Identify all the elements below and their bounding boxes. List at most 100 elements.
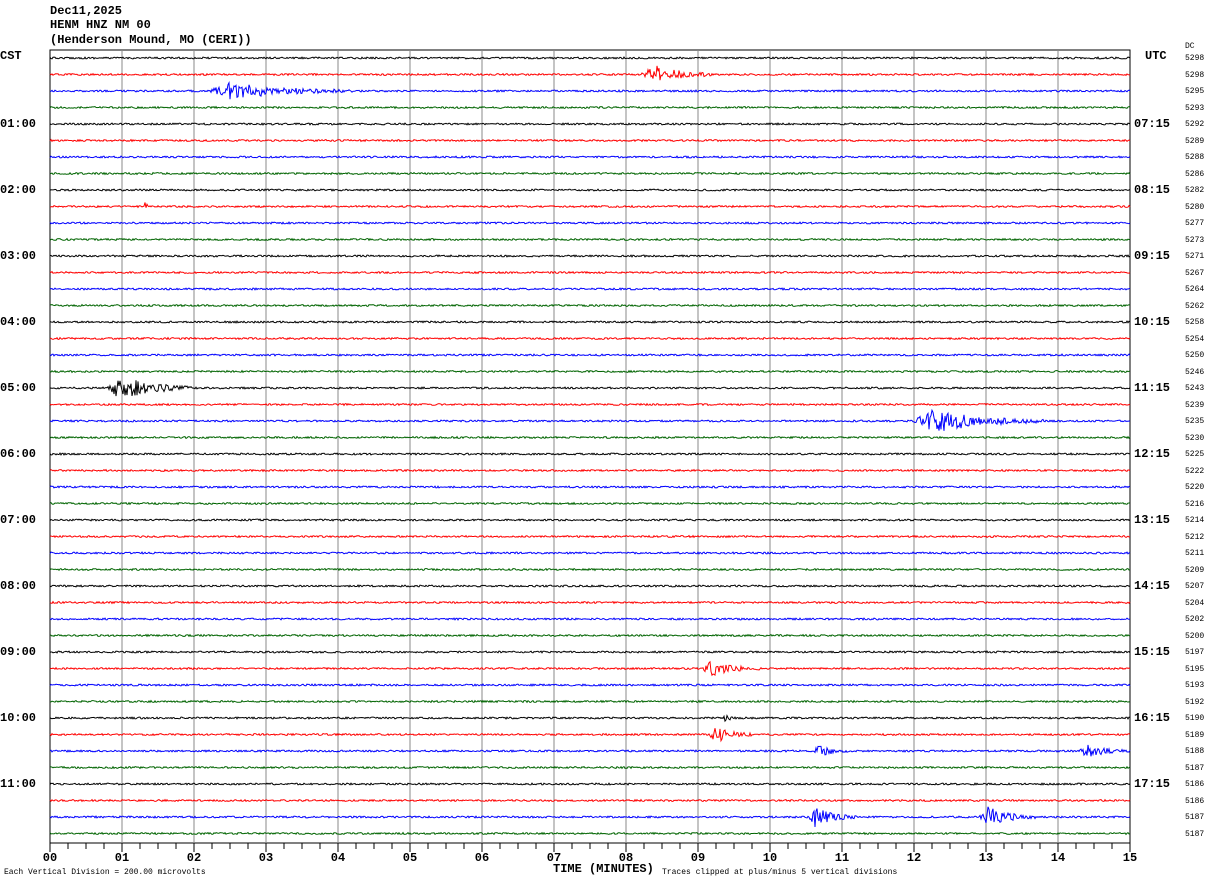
seismic-trace [49,798,1131,803]
dc-value: 5271 [1185,252,1205,261]
dc-value: 5258 [1185,318,1205,327]
seismic-trace [49,728,1131,743]
right-hour-label: 17:15 [1134,777,1171,791]
dc-value: 5277 [1185,219,1205,228]
right-timezone-label: UTC [1145,49,1167,63]
seismic-trace [49,518,1131,522]
dc-value: 5202 [1185,615,1205,624]
seismic-trace [49,56,1131,60]
seismic-trace [49,320,1131,324]
dc-value: 5239 [1185,400,1205,410]
dc-value: 5222 [1185,466,1205,476]
dc-value: 5193 [1185,681,1205,690]
seismic-trace [49,452,1131,456]
dc-value: 5189 [1185,730,1205,740]
dc-value: 5298 [1185,54,1205,63]
left-hour-label: 09:00 [0,645,37,659]
seismic-trace [49,501,1131,506]
right-hour-label: 08:15 [1134,183,1171,197]
seismic-trace [49,270,1131,275]
left-hour-label: 10:00 [0,711,37,725]
dc-value: 5186 [1185,796,1205,806]
x-tick-label: 12 [906,851,922,865]
dc-value: 5200 [1185,631,1205,641]
dc-value: 5204 [1185,598,1205,608]
x-tick-label: 03 [258,851,274,865]
seismic-trace [49,534,1130,539]
x-tick-label: 09 [690,851,706,865]
station-label: HENM HNZ NM 00 [50,18,151,32]
plot-frame [49,49,1131,844]
seismic-trace [49,122,1131,126]
dc-value: 5188 [1185,747,1205,756]
dc-value: 5235 [1185,417,1205,426]
seismic-trace [49,202,1131,209]
left-hour-label: 11:00 [0,777,37,791]
seismic-trace [49,435,1131,440]
seismic-trace [49,303,1131,308]
footer-scale: Each Vertical Division = 200.00 microvol… [4,868,206,877]
right-hour-label: 09:15 [1134,249,1171,263]
seismic-trace [49,567,1131,572]
dc-value: 5225 [1185,450,1205,459]
seismic-trace [49,65,1131,81]
dc-value: 5230 [1185,433,1205,443]
dc-value: 5273 [1185,235,1205,245]
seismic-trace [49,551,1131,555]
dc-value: 5298 [1185,70,1205,80]
dc-value: 5192 [1185,697,1205,707]
x-tick-label: 08 [618,851,634,865]
x-tick-label: 15 [1122,851,1138,865]
seismic-trace [49,633,1131,638]
location-label: (Henderson Mound, MO (CERI)) [50,33,252,47]
seismic-trace [49,660,1131,677]
seismic-trace [49,336,1131,341]
x-tick-label: 14 [1050,851,1066,865]
seismic-trace [49,369,1131,374]
footer-clip-note: Traces clipped at plus/minus 5 vertical … [662,868,898,877]
dc-value: 5187 [1185,763,1205,773]
dc-value: 5187 [1185,829,1205,839]
dc-value: 5216 [1185,499,1205,509]
seismic-trace [49,806,1131,828]
seismic-trace [49,714,1131,723]
dc-value: 5250 [1185,351,1205,360]
right-hour-label: 10:15 [1134,315,1171,329]
right-hour-label: 15:15 [1134,645,1171,659]
dc-value: 5243 [1185,384,1205,393]
dc-value: 5190 [1185,714,1205,723]
x-tick-label: 10 [762,851,778,865]
x-tick-label: 11 [834,851,850,865]
dc-value: 5295 [1185,87,1205,96]
left-hour-label: 03:00 [0,249,37,263]
dc-value: 5207 [1185,582,1205,591]
x-tick-label: 07 [546,851,562,865]
right-hour-label: 16:15 [1134,711,1171,725]
left-timezone-label: CST [0,49,22,63]
seismic-trace [49,408,1131,431]
seismic-trace [49,683,1131,687]
dc-value: 5195 [1185,664,1205,674]
x-tick-label: 04 [330,851,346,865]
dc-value: 5264 [1185,285,1205,294]
seismic-trace [49,380,1131,397]
x-tick-label: 02 [186,851,202,865]
seismic-trace [49,138,1131,143]
left-hour-label: 01:00 [0,117,37,131]
seismic-trace [49,254,1131,258]
seismic-trace [49,699,1131,704]
left-hour-label: 08:00 [0,579,37,593]
dc-value: 5209 [1185,565,1205,575]
dc-value: 5286 [1185,169,1205,179]
dc-value: 5280 [1185,202,1205,212]
dc-value: 5254 [1185,334,1205,344]
left-hour-label: 06:00 [0,447,37,461]
dc-value: 5289 [1185,136,1205,146]
dc-value: 5246 [1185,367,1205,377]
seismic-trace [49,171,1131,176]
right-hour-label: 07:15 [1134,117,1171,131]
dc-label: DC [1185,42,1195,51]
x-tick-label: 05 [402,851,418,865]
x-tick-label: 01 [114,851,130,865]
